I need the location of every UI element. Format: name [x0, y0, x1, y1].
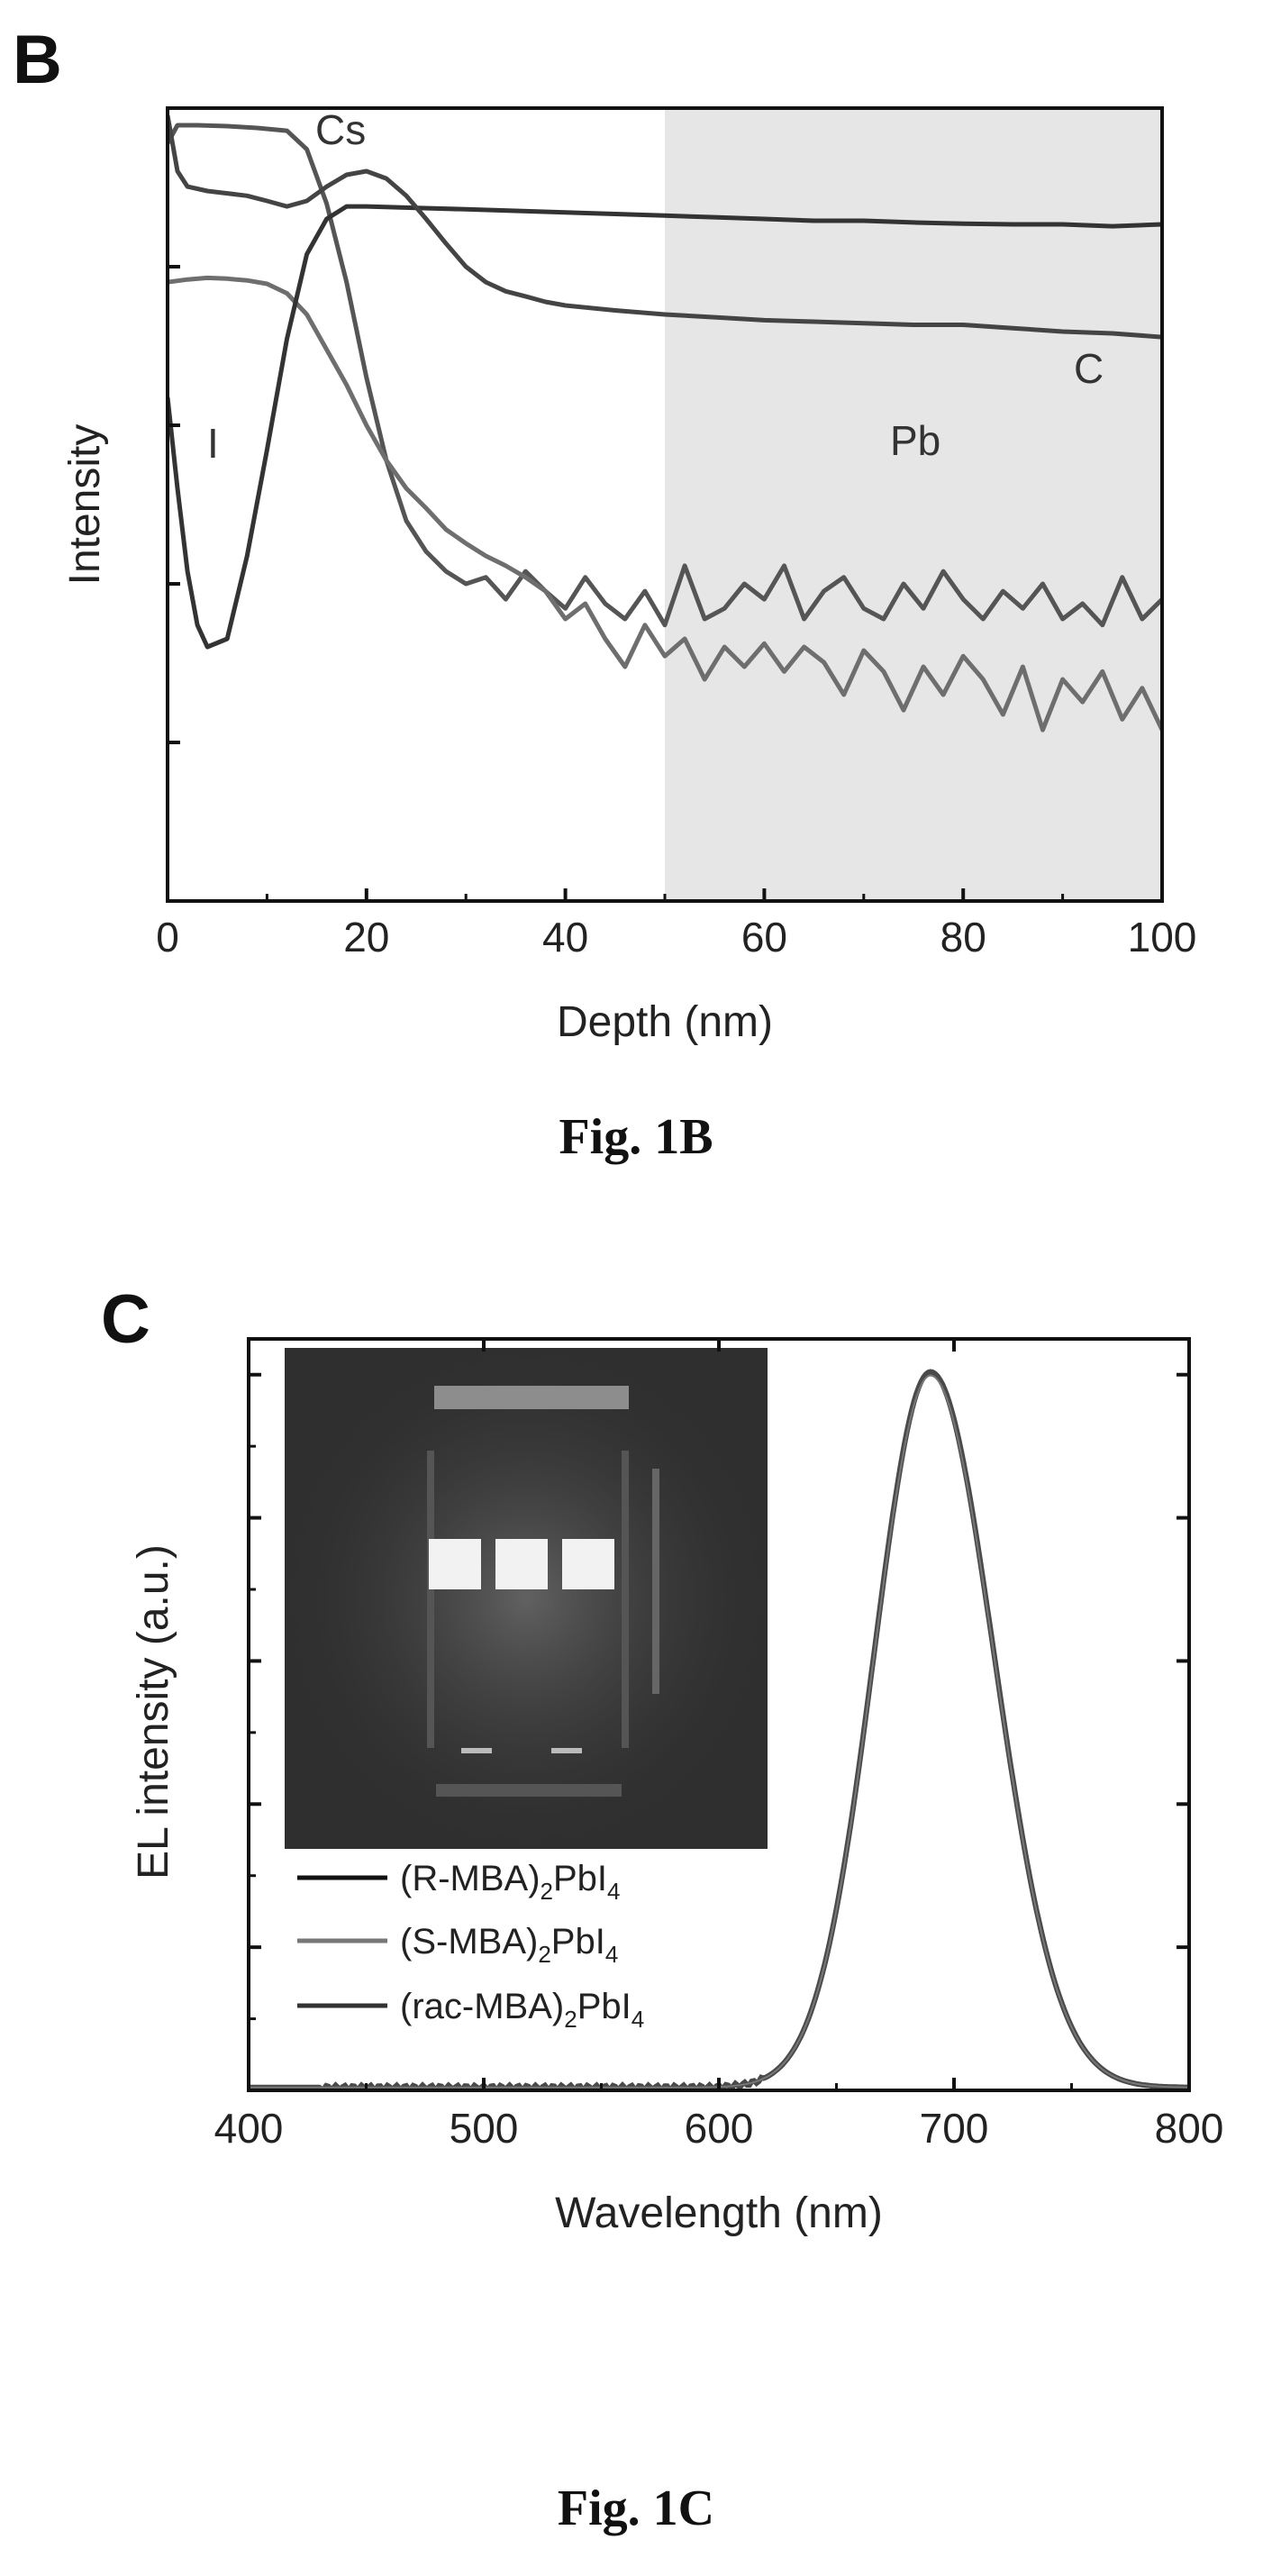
panel-c-y-ticks [249, 1372, 1189, 2092]
panel-c-legend: (R-MBA)2PbI4 (S-MBA)2PbI4 (rac-MBA)2PbI4 [297, 1859, 644, 2033]
x-tick-label: 800 [1155, 2105, 1224, 2152]
inset-photo-contact-2 [551, 1748, 582, 1753]
inset-photo-pixel-3 [562, 1539, 614, 1589]
inset-photo-frame-right [622, 1451, 629, 1748]
inset-photo-contact-1 [461, 1748, 492, 1753]
panel-b-x-ticks: 0 20 40 60 80 100 [156, 888, 1196, 960]
series-label-i: I [207, 420, 219, 467]
series-line-cs [168, 123, 1162, 628]
panel-b-caption: Fig. 1B [559, 1109, 713, 1165]
panel-c-x-ticks: 400 500 600 700 800 [214, 1339, 1224, 2152]
panel-c-letter: C [101, 1281, 150, 1358]
series-label-c: C [1074, 345, 1104, 392]
panel-c-caption: Fig. 1C [558, 2480, 714, 2536]
inset-photo-bottom-strip [436, 1784, 622, 1797]
inset-photo-frame-left [427, 1451, 434, 1748]
inset-photo-pixel-2 [495, 1539, 548, 1589]
x-tick-label: 700 [920, 2105, 989, 2152]
inset-photo [285, 1348, 768, 1849]
panel-c-x-axis-title: Wavelength (nm) [555, 2189, 883, 2237]
x-tick-label: 600 [685, 2105, 754, 2152]
series-line-c [168, 204, 1162, 650]
x-tick-label: 60 [741, 914, 787, 960]
x-tick-label: 40 [542, 914, 588, 960]
x-tick-label: 500 [450, 2105, 519, 2152]
x-tick-label: 80 [940, 914, 986, 960]
series-line-pb [168, 114, 1162, 340]
panel-b-x-axis-title: Depth (nm) [557, 998, 773, 1046]
x-tick-label: 0 [156, 914, 179, 960]
panel-c-y-axis-title: EL intensity (a.u.) [130, 1544, 177, 1880]
panel-b-series-group [168, 114, 1162, 733]
x-tick-label: 400 [214, 2105, 284, 2152]
x-tick-label: 100 [1128, 914, 1197, 960]
legend-entry-label: (R-MBA)2PbI4 [400, 1859, 621, 1905]
panel-b-y-ticks [168, 106, 180, 903]
series-line-i [168, 275, 1162, 733]
panel-b: B 0 20 40 60 80 100 Intensity Depth (nm) Cs I… [13, 22, 1196, 1165]
panel-b-letter: B [13, 22, 62, 98]
panel-c: C 400 500 600 700 800 EL intensity (a.u.) Wa… [101, 1281, 1223, 2536]
inset-photo-clip [652, 1469, 659, 1694]
panel-b-shaded-region [665, 108, 1162, 901]
series-label-pb: Pb [890, 417, 940, 464]
series-label-cs: Cs [315, 106, 366, 153]
inset-photo-glow [285, 1348, 768, 1849]
legend-entry-label: (rac-MBA)2PbI4 [400, 1987, 644, 2033]
legend-entry-label: (S-MBA)2PbI4 [400, 1922, 618, 1968]
x-tick-label: 20 [343, 914, 389, 960]
inset-photo-connector-strip [434, 1386, 629, 1409]
panel-b-y-axis-title: Intensity [61, 424, 109, 586]
inset-photo-pixel-1 [429, 1539, 481, 1589]
